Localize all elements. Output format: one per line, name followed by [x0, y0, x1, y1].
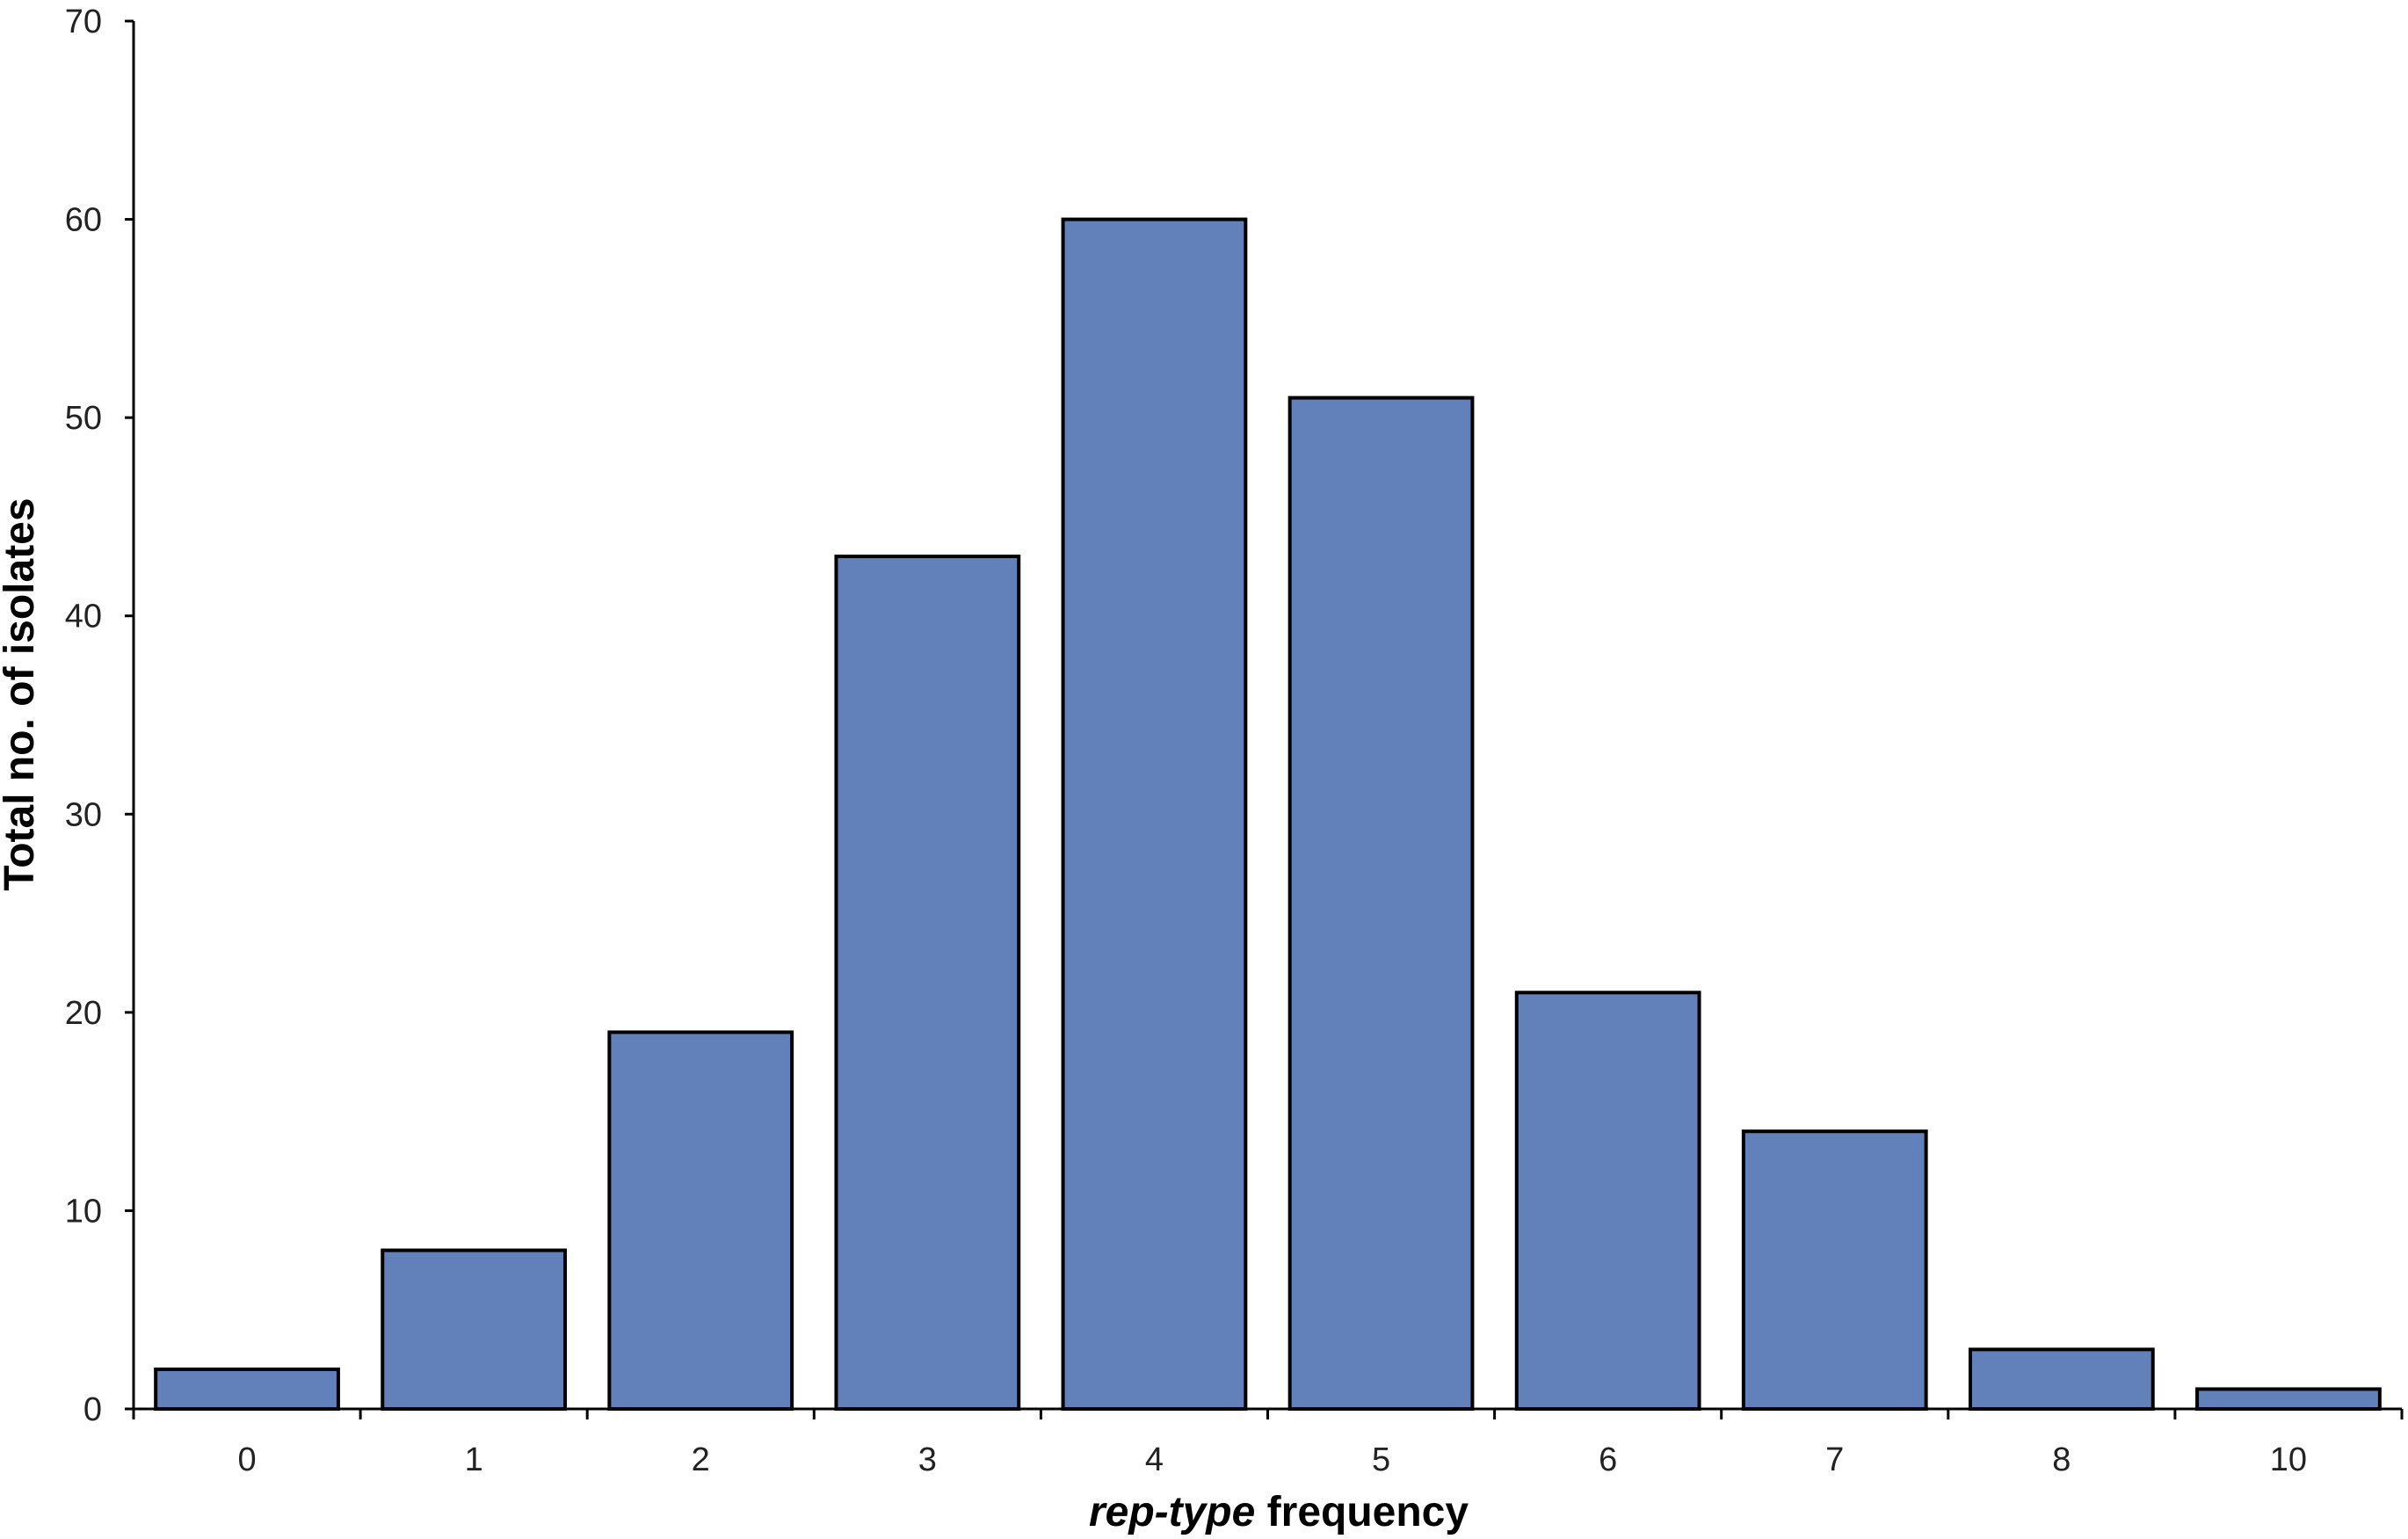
- x-tick-label: 10: [2270, 1441, 2307, 1478]
- y-tick-label: 30: [65, 796, 102, 833]
- bar-8: [1968, 1347, 2155, 1412]
- y-tick-label: 60: [65, 202, 102, 239]
- bar-6: [1514, 991, 1701, 1412]
- y-tick-label: 50: [65, 400, 102, 437]
- x-tick-label: 4: [1145, 1441, 1164, 1478]
- x-axis-title: rep-type frequency: [1089, 1489, 1469, 1535]
- x-tick-label: 8: [2052, 1441, 2071, 1478]
- x-tick-label: 0: [237, 1441, 256, 1478]
- bars-group: [154, 217, 2382, 1412]
- x-tick-label: 7: [1825, 1441, 1844, 1478]
- x-tick-label: 3: [918, 1441, 937, 1478]
- bar-3: [834, 555, 1021, 1411]
- y-tick-label: 10: [65, 1193, 102, 1230]
- y-tick-label: 70: [65, 4, 102, 40]
- bar-1: [381, 1248, 568, 1411]
- y-axis-ticks: 0 10 20 30 40 50 60 70: [65, 4, 134, 1428]
- y-tick-label: 0: [83, 1391, 102, 1428]
- y-axis-title: Total no. of isolates: [0, 497, 43, 890]
- bar-4: [1061, 217, 1248, 1412]
- bar-5: [1287, 396, 1475, 1412]
- bar-10: [2195, 1387, 2382, 1412]
- x-tick-label: 1: [465, 1441, 483, 1478]
- x-tick-label: 6: [1599, 1441, 1617, 1478]
- x-axis-title-italic: rep-type: [1089, 1489, 1255, 1535]
- bar-2: [607, 1030, 794, 1412]
- x-tick-label: 5: [1372, 1441, 1390, 1478]
- x-axis-title-rest: frequency: [1255, 1489, 1469, 1535]
- bar-0: [154, 1367, 340, 1412]
- y-tick-label: 40: [65, 599, 102, 635]
- x-tick-label: 2: [692, 1441, 710, 1478]
- bar-7: [1741, 1129, 1928, 1411]
- y-tick-label: 20: [65, 995, 102, 1032]
- x-axis-ticks: 0 1 2 3 4 5 6 7 8 10: [132, 1409, 2404, 1478]
